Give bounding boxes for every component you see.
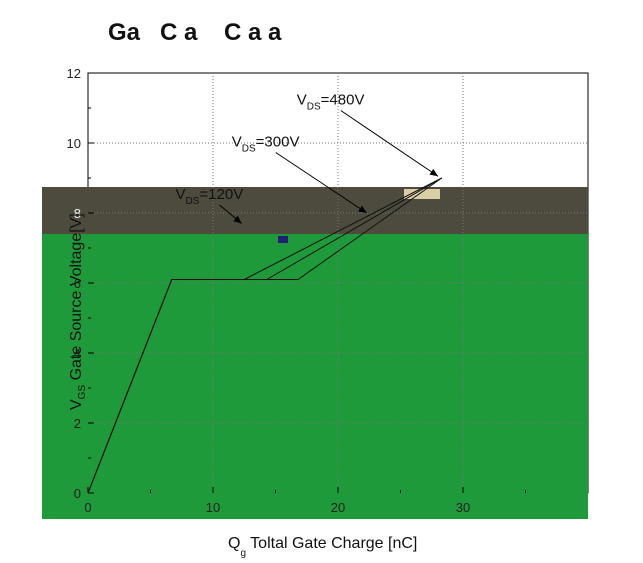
x-tick-label: 20: [331, 500, 345, 515]
green-overlay-region: [42, 234, 588, 519]
chart-title: Ga C a C a a: [108, 19, 282, 46]
overlay-artifact: [278, 236, 288, 243]
y-tick-label: 10: [67, 136, 81, 151]
x-tick-label: 0: [84, 500, 91, 515]
y-tick-label: 4: [74, 346, 81, 361]
y-tick-label: 8: [74, 206, 81, 221]
y-tick-label: 6: [74, 276, 81, 291]
y-axis-label: VGS Gate Source Voltage[V]: [68, 213, 88, 410]
series-annotation: VDS=300V: [232, 134, 300, 155]
x-tick-label: 10: [206, 500, 220, 515]
annotation-arrow: [340, 110, 439, 177]
annotation-arrow: [275, 152, 368, 214]
y-tick-label: 0: [74, 486, 81, 501]
annotation-arrowhead: [233, 215, 242, 224]
y-tick-label: 2: [74, 416, 81, 431]
annotation-arrowhead: [429, 168, 438, 177]
series-annotation: VDS=480V: [297, 92, 365, 113]
x-axis-label: Qg Toltal Gate Charge [nC]: [228, 535, 417, 559]
y-tick-label: 12: [67, 66, 81, 81]
annotation-arrowhead: [358, 205, 367, 213]
series-line-vds-480v: [87, 177, 442, 494]
dark-overlay-band: [42, 187, 588, 234]
x-tick-label: 30: [456, 500, 470, 515]
overlay-artifact: [404, 189, 440, 199]
series-annotation: VDS=120V: [176, 186, 244, 207]
